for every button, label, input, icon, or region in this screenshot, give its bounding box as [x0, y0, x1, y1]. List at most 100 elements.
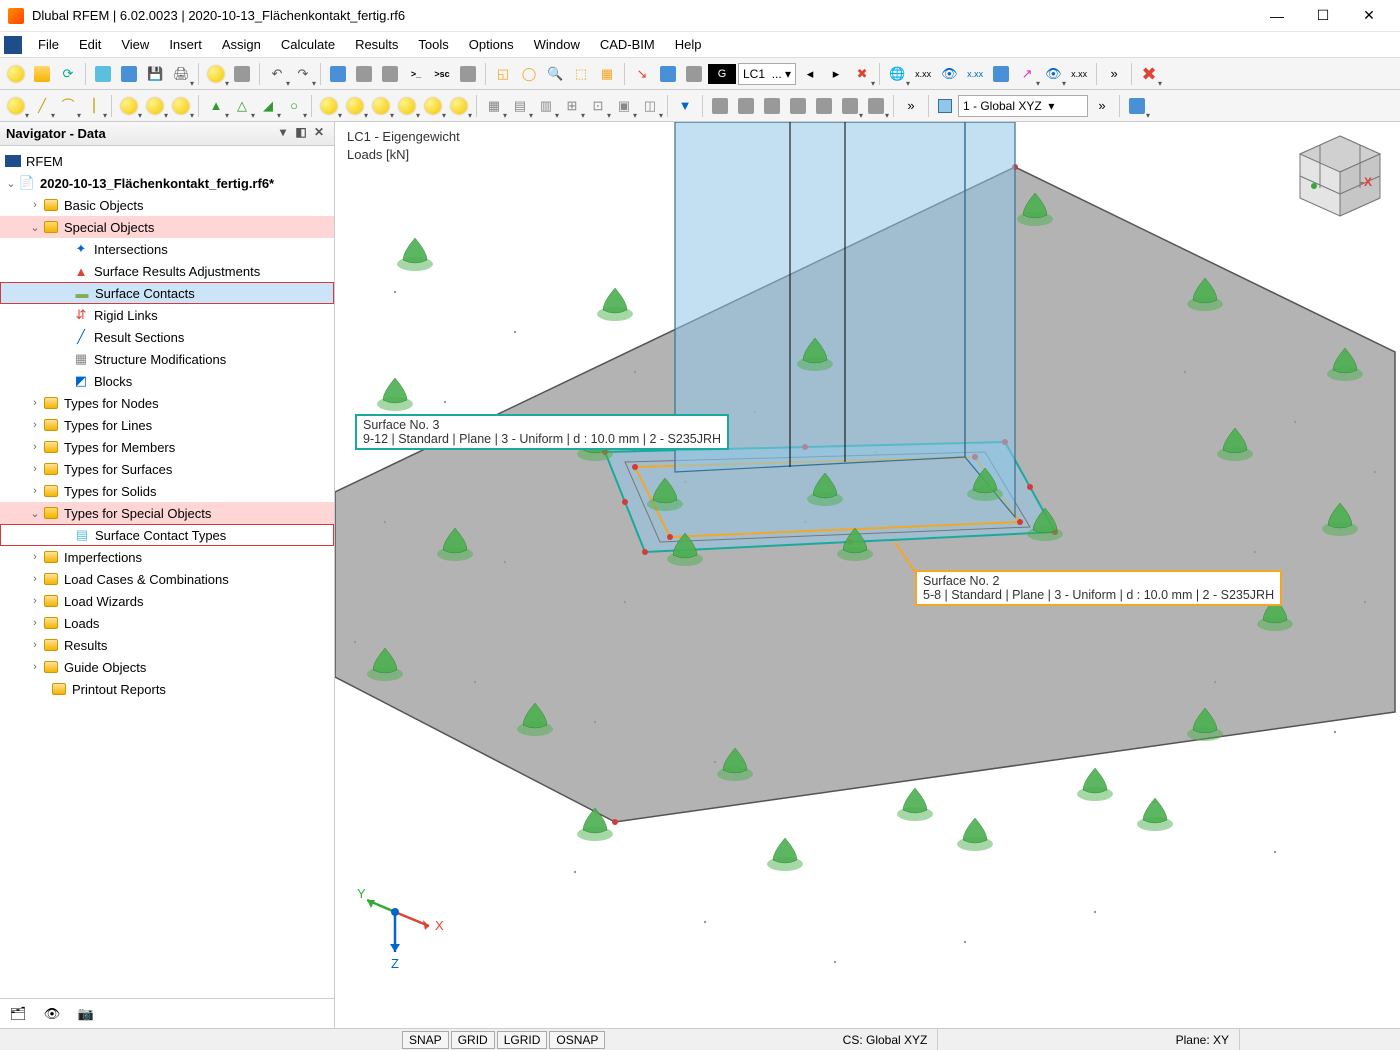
tb2-g7[interactable] [864, 94, 888, 118]
tb-next[interactable]: ▸ [824, 62, 848, 86]
tb2-sup1[interactable]: ▲ [204, 94, 228, 118]
tree-rigid-links[interactable]: ⇵Rigid Links [0, 304, 334, 326]
cs-dropdown[interactable]: 1 - Global XYZ ▾ [958, 95, 1088, 117]
tb2-sup2[interactable]: △ [230, 94, 254, 118]
tb2-filter[interactable]: ▼ [673, 94, 697, 118]
tb2-t2[interactable]: ▤ [508, 94, 532, 118]
tb-zoom[interactable]: 🔍 [543, 62, 567, 86]
tb2-g2[interactable] [734, 94, 758, 118]
menu-assign[interactable]: Assign [212, 34, 271, 55]
tb2-view[interactable] [1125, 94, 1149, 118]
minimize-button[interactable]: — [1254, 0, 1300, 32]
tree-load-wizards[interactable]: ›Load Wizards [0, 590, 334, 612]
tb2-t4[interactable]: ⊞ [560, 94, 584, 118]
menu-file[interactable]: File [28, 34, 69, 55]
menu-view[interactable]: View [111, 34, 159, 55]
tb-dims[interactable]: x.xx [911, 62, 935, 86]
maximize-button[interactable]: ☐ [1300, 0, 1346, 32]
tb-sel4[interactable]: ⬚ [569, 62, 593, 86]
tree-types-lines[interactable]: ›Types for Lines [0, 414, 334, 436]
tree-surf-results-adj[interactable]: ▲Surface Results Adjustments [0, 260, 334, 282]
tb2-l5[interactable] [421, 94, 445, 118]
tb-move[interactable]: ↘ [630, 62, 654, 86]
tb2-t5[interactable]: ⊡ [586, 94, 610, 118]
tb-lc-select[interactable]: LC1 ... ▾ [738, 63, 796, 85]
panel-menu-button[interactable]: ▾ [274, 125, 292, 143]
menu-insert[interactable]: Insert [159, 34, 212, 55]
tree-load-cases[interactable]: ›Load Cases & Combinations [0, 568, 334, 590]
sidebar-btn-camera[interactable]: 📷 [74, 1003, 98, 1025]
tree-special-objects[interactable]: ⌄Special Objects [0, 216, 334, 238]
tb2-l3[interactable] [369, 94, 393, 118]
tb-redo[interactable]: ↷ [291, 62, 315, 86]
tb-sel-yellow[interactable]: ◱ [491, 62, 515, 86]
tree-results[interactable]: ›Results [0, 634, 334, 656]
tree-imperfections[interactable]: ›Imperfections [0, 546, 334, 568]
nav-cube[interactable]: -X [1292, 130, 1388, 226]
tb2-g6[interactable] [838, 94, 862, 118]
tree-structure-mods[interactable]: ▦Structure Modifications [0, 348, 334, 370]
tb-more[interactable]: » [1102, 62, 1126, 86]
tb-undo[interactable]: ↶ [265, 62, 289, 86]
tree-types-members[interactable]: ›Types for Members [0, 436, 334, 458]
tree-blocks[interactable]: ◩Blocks [0, 370, 334, 392]
sidebar-btn-view[interactable]: 👁 [40, 1003, 64, 1025]
tree-types-solids[interactable]: ›Types for Solids [0, 480, 334, 502]
status-osnap[interactable]: OSNAP [549, 1031, 605, 1049]
tb-globe[interactable]: 🌐 [885, 62, 909, 86]
tb-prev[interactable]: ◂ [798, 62, 822, 86]
tb-save[interactable]: 💾 [143, 62, 167, 86]
tb-del-red[interactable]: ✖ [850, 62, 874, 86]
tb2-more2[interactable]: » [1090, 94, 1114, 118]
tree-result-sections[interactable]: ╱Result Sections [0, 326, 334, 348]
tree-types-special[interactable]: ⌄Types for Special Objects [0, 502, 334, 524]
tree-printout[interactable]: Printout Reports [0, 678, 334, 700]
viewport-3d[interactable]: LC1 - Eigengewicht Loads [kN] [335, 122, 1400, 1028]
tree-intersections[interactable]: ✦Intersections [0, 238, 334, 260]
tb-block[interactable] [117, 62, 141, 86]
tb2-t7[interactable]: ◫ [638, 94, 662, 118]
close-button[interactable]: ✕ [1346, 0, 1392, 32]
tree-guide-objects[interactable]: ›Guide Objects [0, 656, 334, 678]
tb-nav3[interactable] [378, 62, 402, 86]
tb2-open[interactable] [143, 94, 167, 118]
menu-cadbim[interactable]: CAD-BIM [590, 34, 665, 55]
menu-window[interactable]: Window [524, 34, 590, 55]
tb-script[interactable]: >_ [404, 62, 428, 86]
tb-grid[interactable] [456, 62, 480, 86]
tb-table[interactable] [989, 62, 1013, 86]
panel-pin-button[interactable]: ◧ [292, 125, 310, 143]
tb-nav1[interactable] [326, 62, 350, 86]
tb2-g5[interactable] [812, 94, 836, 118]
tree-surface-contact-types[interactable]: ▤Surface Contact Types [0, 524, 334, 546]
tb-delete-big[interactable]: ✖ [1137, 62, 1161, 86]
menu-calculate[interactable]: Calculate [271, 34, 345, 55]
tb2-g3[interactable] [760, 94, 784, 118]
tb2-g4[interactable] [786, 94, 810, 118]
tb-frame[interactable] [682, 62, 706, 86]
status-lgrid[interactable]: LGRID [497, 1031, 548, 1049]
tb-eye[interactable]: 👁 [937, 62, 961, 86]
tb2-l1[interactable] [317, 94, 341, 118]
tree-types-surfaces[interactable]: ›Types for Surfaces [0, 458, 334, 480]
tree-types-nodes[interactable]: ›Types for Nodes [0, 392, 334, 414]
tb-doc[interactable] [230, 62, 254, 86]
tree-loads[interactable]: ›Loads [0, 612, 334, 634]
tb-reload[interactable]: ⟳ [56, 62, 80, 86]
tb2-node[interactable] [4, 94, 28, 118]
tb2-t3[interactable]: ▥ [534, 94, 558, 118]
menu-tools[interactable]: Tools [408, 34, 458, 55]
menu-edit[interactable]: Edit [69, 34, 111, 55]
tb2-hinge[interactable]: ○ [282, 94, 306, 118]
status-grid[interactable]: GRID [451, 1031, 495, 1049]
tb-eye2[interactable]: x.xx [963, 62, 987, 86]
tb2-l2[interactable] [343, 94, 367, 118]
tb2-line[interactable]: ╱ [30, 94, 54, 118]
tb-wizard[interactable] [204, 62, 228, 86]
tb-align[interactable] [656, 62, 680, 86]
tree-basic-objects[interactable]: ›Basic Objects [0, 194, 334, 216]
sidebar-btn-data[interactable]: 🗂 [6, 1003, 30, 1025]
tb-eye3[interactable]: 👁 [1041, 62, 1065, 86]
tb-sc[interactable]: >sc [430, 62, 454, 86]
tree-surface-contacts[interactable]: ▬Surface Contacts [0, 282, 334, 304]
